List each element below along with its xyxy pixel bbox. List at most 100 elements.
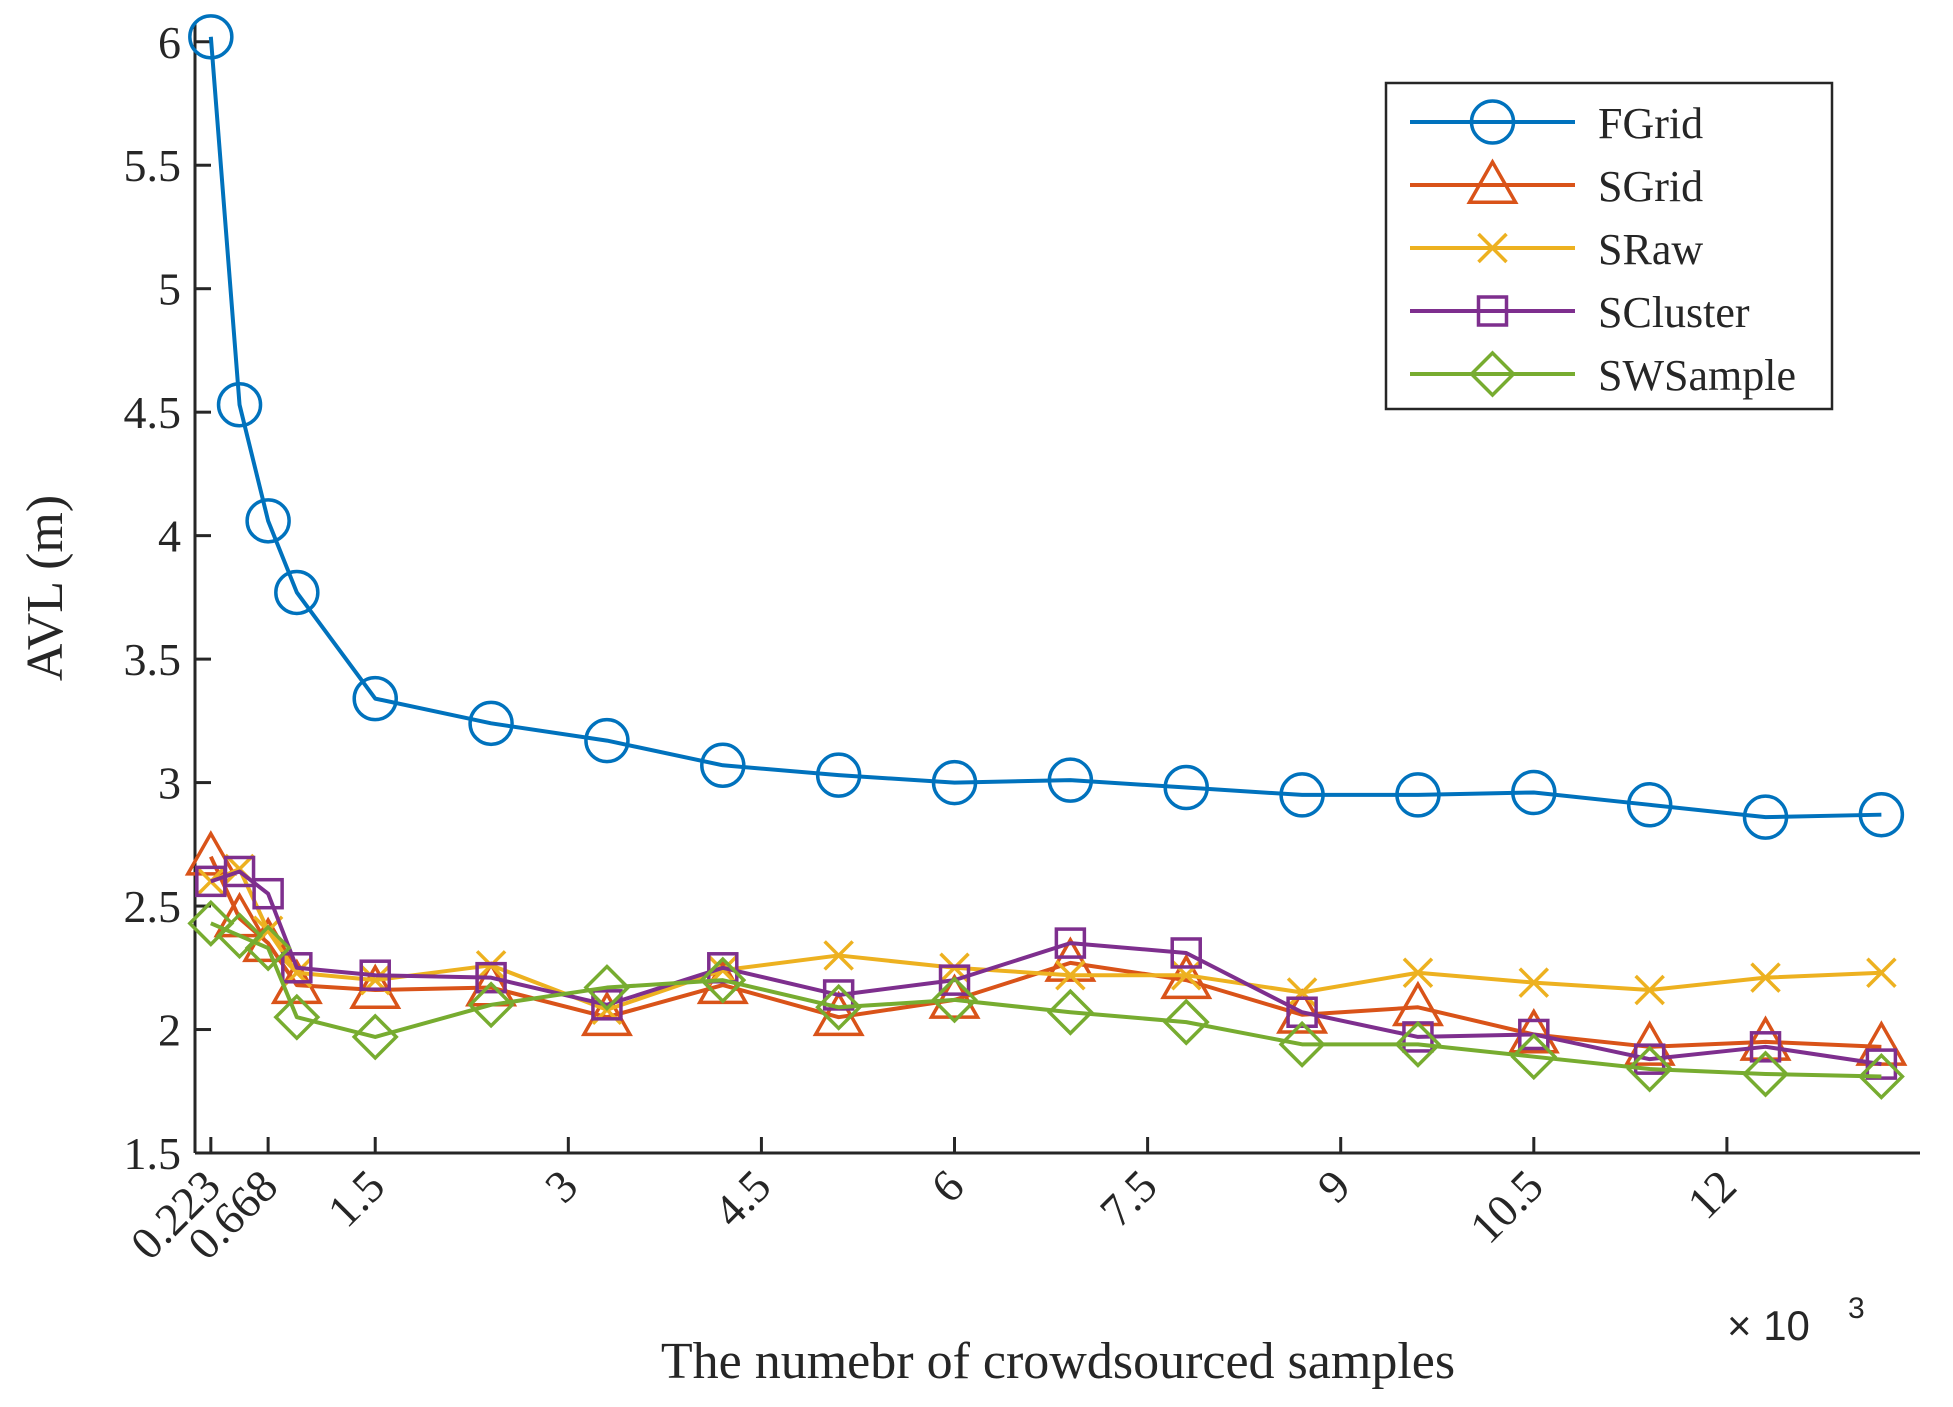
data-point-sgrid <box>1044 936 1097 982</box>
data-point-scluster <box>281 952 313 984</box>
data-point-fgrid <box>584 717 630 764</box>
x-tick-label: 1.5 <box>318 1160 395 1237</box>
data-point-scluster <box>1633 1043 1666 1075</box>
data-point-swsample <box>187 899 235 947</box>
data-point-scluster <box>475 961 507 994</box>
data-point-fgrid <box>1742 794 1789 840</box>
data-point-scluster <box>1865 1048 1898 1080</box>
legend-item-scluster: SCluster <box>1410 288 1750 337</box>
x-multiplier: × 10 3 <box>1727 1292 1865 1349</box>
data-point-scluster <box>359 959 391 991</box>
data-point-scluster <box>223 855 256 888</box>
data-point-sgrid <box>184 830 237 876</box>
legend-marker-sraw <box>1477 232 1508 264</box>
data-point-swsample <box>1510 1033 1558 1081</box>
data-point-fgrid <box>1858 791 1905 838</box>
legend-marker-fgrid <box>1469 99 1516 145</box>
y-tick-label: 3.5 <box>124 634 182 685</box>
data-point-fgrid <box>352 675 398 722</box>
y-tick-label: 5.5 <box>124 140 182 191</box>
data-point-swsample <box>1742 1050 1789 1098</box>
y-tick-label: 5 <box>158 264 181 315</box>
data-point-scluster <box>938 964 971 996</box>
data-point-fgrid <box>245 498 291 544</box>
data-point-fgrid <box>1626 782 1673 828</box>
data-point-sraw <box>1402 957 1434 988</box>
legend-label: SCluster <box>1598 288 1750 337</box>
y-tick-label: 3 <box>158 758 181 809</box>
legend-marker-sgrid <box>1466 158 1519 204</box>
data-point-sraw <box>1750 962 1781 993</box>
x-axis-label: The numebr of crowdsourced samples <box>661 1333 1455 1390</box>
data-point-swsample <box>583 964 631 1012</box>
data-point-sraw <box>1518 967 1550 998</box>
data-point-swsample <box>815 983 863 1031</box>
data-point-swsample <box>244 924 292 972</box>
data-point-fgrid <box>1511 769 1557 816</box>
y-axis-label: AVL (m) <box>17 495 74 681</box>
data-point-fgrid <box>931 759 978 806</box>
x-tick-label: 3 <box>535 1160 587 1212</box>
x-tick-label: 6 <box>921 1160 973 1212</box>
data-point-fgrid <box>274 569 320 616</box>
data-point-scluster <box>1286 996 1318 1028</box>
data-point-sgrid <box>1855 1020 1908 1066</box>
series-fgrid <box>188 14 1905 840</box>
x-tick-label: 7.5 <box>1090 1160 1167 1237</box>
data-point-swsample <box>216 912 264 960</box>
y-tick-label: 4.5 <box>124 387 182 438</box>
data-point-scluster <box>1054 927 1087 959</box>
legend-label: SWSample <box>1598 351 1796 400</box>
data-point-sraw <box>1866 957 1897 988</box>
data-point-swsample <box>1394 1020 1442 1068</box>
legend-item-sgrid: SGrid <box>1410 158 1703 211</box>
data-point-swsample <box>1857 1052 1905 1100</box>
data-point-scluster <box>252 877 284 910</box>
data-point-swsample <box>699 956 747 1004</box>
data-point-sgrid <box>812 990 865 1037</box>
legend-marker-swsample <box>1469 350 1516 398</box>
data-point-fgrid <box>1279 772 1325 818</box>
data-point-swsample <box>1626 1045 1674 1093</box>
data-point-fgrid <box>468 700 514 747</box>
legend-item-sraw: SRaw <box>1410 225 1703 274</box>
data-point-fgrid <box>700 742 746 789</box>
data-point-scluster <box>1518 1018 1550 1051</box>
data-point-sgrid <box>1391 980 1444 1027</box>
data-point-fgrid <box>1395 772 1441 818</box>
y-tick-label: 1.5 <box>124 1128 182 1179</box>
data-point-fgrid <box>1047 757 1094 803</box>
data-point-sgrid <box>349 963 402 1010</box>
data-point-sgrid <box>1276 988 1329 1034</box>
data-point-swsample <box>273 993 321 1041</box>
y-ticks: 1.5 2 2.5 3 3.5 4 4.5 5 5.5 6 <box>124 17 211 1179</box>
data-point-swsample <box>467 981 515 1029</box>
series-layer <box>184 14 1908 1100</box>
data-point-scluster <box>1170 937 1202 969</box>
legend-label: SRaw <box>1598 225 1703 274</box>
series-swsample <box>187 899 1905 1100</box>
series-sraw <box>195 853 1897 1026</box>
data-point-sraw <box>1286 977 1318 1008</box>
data-point-fgrid <box>216 382 263 428</box>
data-point-swsample <box>1046 988 1094 1036</box>
legend-label: SGrid <box>1598 162 1703 211</box>
series-scluster <box>195 855 1898 1080</box>
x-tick-label: 10.5 <box>1460 1160 1553 1253</box>
legend-marker-scluster <box>1476 295 1509 327</box>
data-point-sraw <box>1634 974 1665 1006</box>
y-tick-label: 6 <box>158 17 181 68</box>
data-point-scluster <box>1749 1031 1782 1063</box>
data-point-swsample <box>931 976 978 1024</box>
legend: FGrid SGrid SRaw SCluster SWSample <box>1384 81 1834 411</box>
legend-label: FGrid <box>1598 99 1703 148</box>
data-point-sraw <box>1055 959 1086 991</box>
data-point-sgrid <box>1507 1007 1560 1054</box>
axes-layer <box>193 22 1920 1155</box>
y-tick-label: 2 <box>158 1005 181 1056</box>
data-point-fgrid <box>815 752 862 798</box>
data-point-fgrid <box>188 14 234 60</box>
